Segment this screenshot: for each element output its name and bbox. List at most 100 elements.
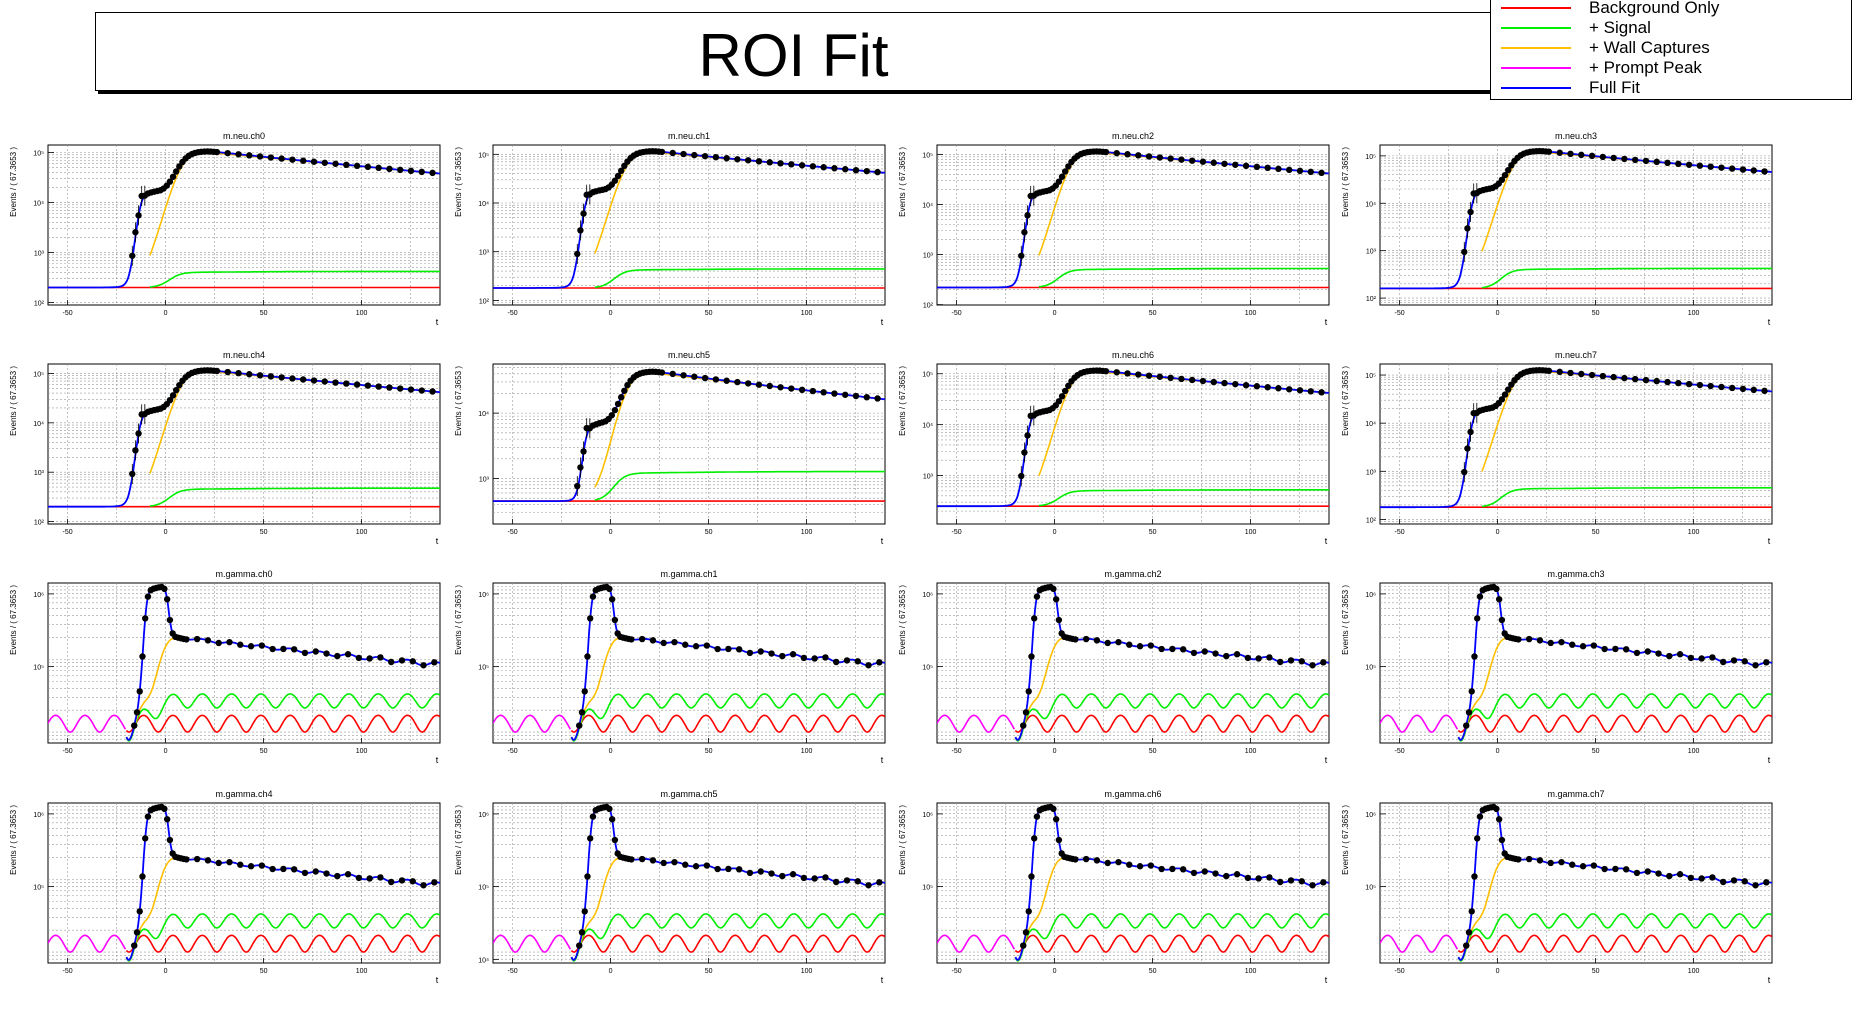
data-point (757, 868, 764, 875)
data-point (1179, 646, 1187, 653)
data-point (608, 596, 616, 603)
y-tick-label: 10⁴ (478, 957, 489, 964)
legend-label-background: Background Only (1589, 0, 1720, 17)
data-point (169, 392, 177, 399)
data-point (224, 149, 231, 157)
data-point (1495, 596, 1503, 603)
y-tick-label: 10² (34, 301, 45, 308)
data-point (1501, 171, 1509, 179)
data-point (1631, 156, 1639, 164)
data-point (1058, 173, 1066, 180)
plot-frame (1379, 802, 1773, 964)
panel-title: m.gamma.ch5 (660, 789, 717, 799)
data-point (132, 229, 139, 236)
data-point (611, 836, 619, 844)
background-curve (570, 934, 885, 953)
panel-title: m.gamma.ch3 (1547, 569, 1604, 579)
data-point (204, 857, 212, 864)
data-point (842, 166, 849, 173)
data-point (725, 865, 732, 873)
y-tick-label: 10⁵ (478, 665, 489, 672)
data-point (131, 722, 138, 729)
data-point (660, 639, 667, 647)
data-point (1136, 863, 1144, 870)
x-tick-label: 50 (1592, 310, 1600, 317)
plot-frame (47, 363, 441, 525)
data-point (267, 154, 275, 161)
data-point (166, 836, 174, 844)
data-point (611, 616, 619, 624)
data-point (172, 386, 180, 394)
data-point (1687, 654, 1695, 662)
data-point (166, 616, 174, 624)
data-point (1547, 859, 1554, 867)
panel-title: m.neu.ch4 (223, 350, 265, 360)
x-tick-label: 0 (164, 748, 168, 755)
data-point (1676, 651, 1684, 658)
data-point (1763, 879, 1770, 886)
x-axis-label: t (1768, 755, 1771, 765)
legend-label-full-fit: Full Fit (1589, 78, 1640, 97)
data-point (343, 380, 350, 387)
background-curve (1457, 714, 1772, 733)
data-point (1058, 393, 1066, 400)
data-point (258, 862, 266, 869)
data-point (1253, 383, 1261, 390)
data-point (1065, 382, 1072, 389)
x-tick-label: 100 (801, 748, 813, 755)
full-fit-curve (937, 150, 1329, 289)
legend-line-prompt-peak (1501, 67, 1571, 69)
data-point (649, 637, 657, 644)
prompt-peak-curve (48, 934, 127, 953)
data-point (800, 874, 808, 882)
data-point (429, 388, 436, 395)
y-tick-label: 10⁶ (1365, 592, 1376, 599)
x-tick-label: 100 (1688, 968, 1700, 975)
signal-curve (149, 487, 440, 507)
y-tick-label: 10⁴ (478, 411, 489, 418)
data-point (1276, 658, 1284, 666)
y-tick-label: 10⁶ (33, 592, 44, 599)
data-point (703, 642, 711, 649)
data-point (1210, 159, 1217, 166)
data-point (136, 688, 143, 695)
data-point (332, 160, 339, 167)
data-point (1599, 372, 1607, 380)
y-axis-label: Events / ( 67.3653 ) (898, 366, 907, 436)
plot-frame (1379, 363, 1773, 525)
x-tick-label: 0 (1496, 310, 1500, 317)
x-tick-label: 50 (260, 310, 268, 317)
background-curve (125, 714, 440, 733)
y-tick-label: 10⁵ (33, 665, 44, 672)
data-point (1545, 367, 1553, 375)
x-tick-label: 100 (1245, 748, 1257, 755)
data-point (779, 652, 786, 660)
y-tick-label: 10⁶ (1365, 812, 1376, 819)
legend: Background Only + Signal + Wall Captures… (1490, 0, 1852, 100)
panel-title: m.neu.ch5 (668, 350, 710, 360)
data-point (1498, 396, 1506, 403)
data-point (671, 858, 678, 866)
x-axis-label: t (881, 975, 884, 985)
data-point (407, 167, 415, 175)
data-point (809, 387, 817, 395)
y-tick-label: 10⁴ (33, 421, 44, 428)
x-tick-label: -50 (63, 748, 73, 755)
data-point (1020, 722, 1027, 729)
data-point (614, 400, 622, 408)
panel-title: m.gamma.ch1 (660, 569, 717, 579)
data-point (386, 384, 393, 391)
x-tick-label: -50 (952, 968, 962, 975)
plot-area (937, 583, 1329, 742)
data-point (811, 655, 818, 662)
data-point (323, 650, 330, 657)
y-tick-label: 10⁶ (33, 812, 44, 819)
full-fit-curve (937, 369, 1329, 508)
data-point (142, 615, 149, 622)
data-point (1055, 178, 1063, 185)
y-tick-label: 10⁶ (478, 592, 489, 599)
signal-curve (1481, 267, 1772, 289)
data-point (1178, 156, 1185, 163)
data-point (183, 856, 190, 863)
